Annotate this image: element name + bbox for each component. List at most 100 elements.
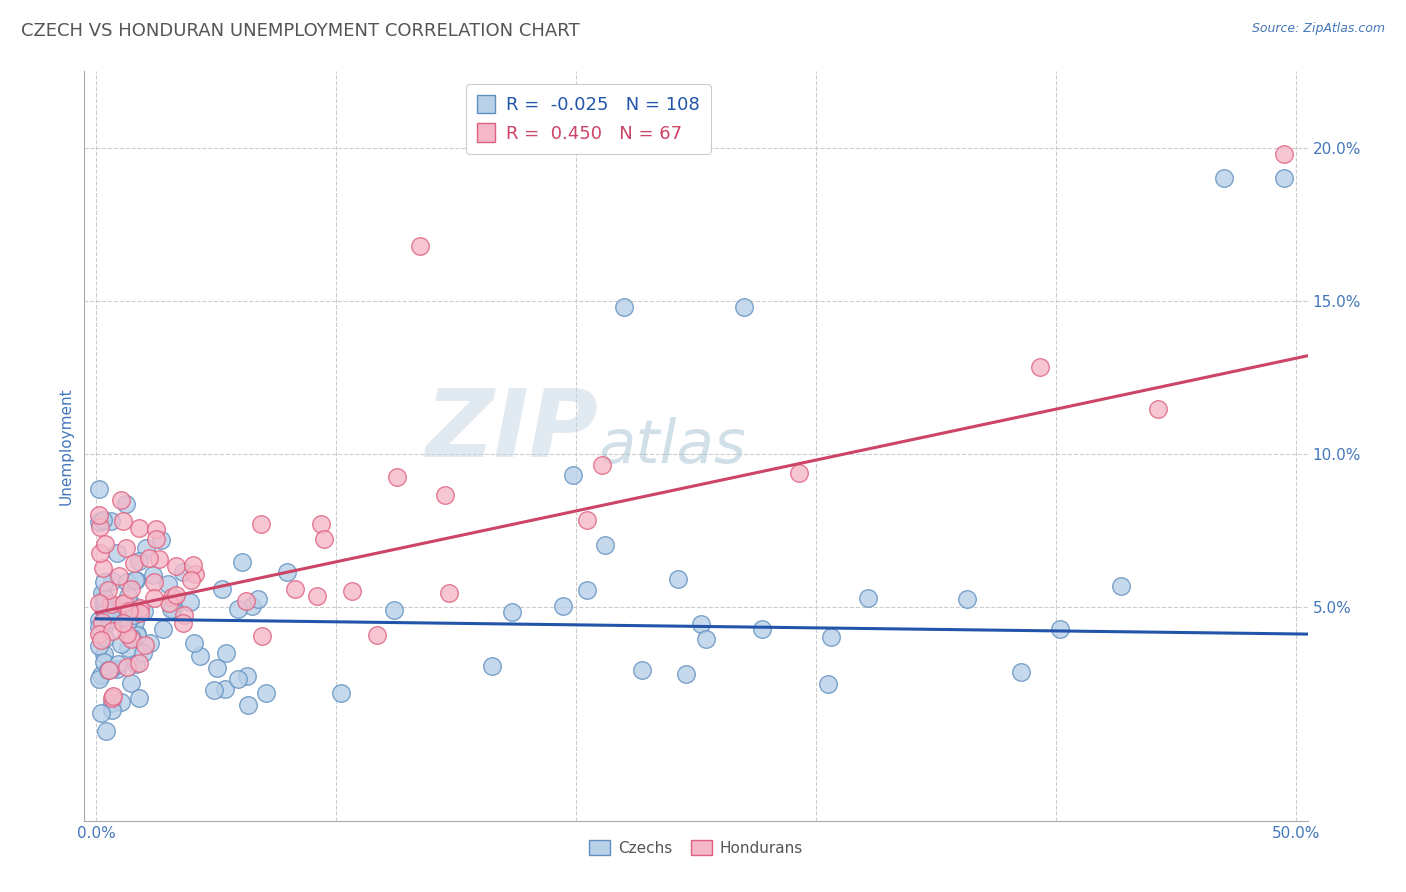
Point — [309, 517, 332, 532]
Point — [93, 647, 115, 661]
Point — [165, 559, 187, 574]
Point — [114, 541, 136, 556]
Point — [247, 591, 270, 606]
Point — [98, 612, 121, 626]
Point — [105, 608, 128, 623]
Point — [152, 622, 174, 636]
Point — [111, 616, 134, 631]
Point — [94, 617, 117, 632]
Point — [733, 300, 755, 314]
Point — [142, 574, 165, 589]
Point — [97, 663, 120, 677]
Point — [120, 582, 142, 596]
Point — [117, 604, 139, 618]
Point — [117, 589, 139, 603]
Point — [165, 588, 187, 602]
Point — [117, 627, 139, 641]
Point — [226, 672, 249, 686]
Point — [114, 596, 136, 610]
Point — [214, 682, 236, 697]
Point — [93, 601, 115, 615]
Point — [108, 569, 131, 583]
Legend: Czechs, Hondurans: Czechs, Hondurans — [583, 833, 808, 862]
Point — [110, 637, 132, 651]
Point — [87, 673, 110, 687]
Point — [148, 551, 170, 566]
Point — [595, 538, 617, 552]
Point — [101, 624, 124, 638]
Point — [366, 627, 388, 641]
Point — [125, 599, 148, 614]
Point — [87, 483, 110, 497]
Point — [207, 661, 229, 675]
Point — [132, 604, 155, 618]
Point — [97, 582, 120, 597]
Point — [789, 466, 811, 480]
Point — [91, 596, 114, 610]
Point — [142, 591, 165, 605]
Point — [1147, 402, 1170, 417]
Point — [235, 593, 257, 607]
Point — [252, 629, 274, 643]
Point — [188, 649, 211, 664]
Point — [340, 583, 363, 598]
Point — [125, 573, 148, 587]
Point — [128, 656, 150, 670]
Point — [94, 631, 117, 645]
Point — [675, 666, 697, 681]
Point — [91, 561, 114, 575]
Point — [160, 591, 183, 605]
Point — [90, 668, 112, 682]
Point — [91, 585, 114, 599]
Point — [89, 546, 111, 560]
Point — [329, 686, 352, 700]
Point — [562, 468, 585, 483]
Point — [820, 630, 842, 644]
Point — [125, 628, 148, 642]
Point — [284, 582, 307, 596]
Point — [134, 638, 156, 652]
Point — [122, 556, 145, 570]
Point — [111, 598, 134, 612]
Point — [226, 601, 249, 615]
Point — [179, 595, 201, 609]
Point — [115, 497, 138, 511]
Point — [240, 599, 263, 613]
Point — [93, 656, 115, 670]
Point — [236, 698, 259, 713]
Point — [128, 690, 150, 705]
Point — [115, 660, 138, 674]
Point — [817, 677, 839, 691]
Point — [128, 521, 150, 535]
Point — [1049, 622, 1071, 636]
Point — [105, 662, 128, 676]
Point — [142, 567, 165, 582]
Point — [129, 601, 152, 615]
Point — [576, 513, 599, 527]
Point — [382, 602, 405, 616]
Point — [110, 492, 132, 507]
Point — [129, 606, 152, 620]
Point — [87, 613, 110, 627]
Point — [276, 565, 298, 579]
Point — [89, 620, 111, 634]
Point — [111, 514, 134, 528]
Point — [100, 604, 122, 618]
Point — [101, 696, 124, 710]
Point — [145, 522, 167, 536]
Point — [305, 589, 328, 603]
Point — [124, 615, 146, 629]
Point — [631, 663, 654, 677]
Point — [117, 619, 139, 633]
Point — [1010, 665, 1032, 679]
Point — [145, 532, 167, 546]
Point — [101, 691, 124, 706]
Point — [90, 633, 112, 648]
Text: atlas: atlas — [598, 417, 747, 475]
Point — [107, 657, 129, 672]
Point — [132, 646, 155, 660]
Point — [180, 574, 202, 588]
Point — [111, 604, 134, 618]
Point — [90, 706, 112, 721]
Point — [87, 508, 110, 523]
